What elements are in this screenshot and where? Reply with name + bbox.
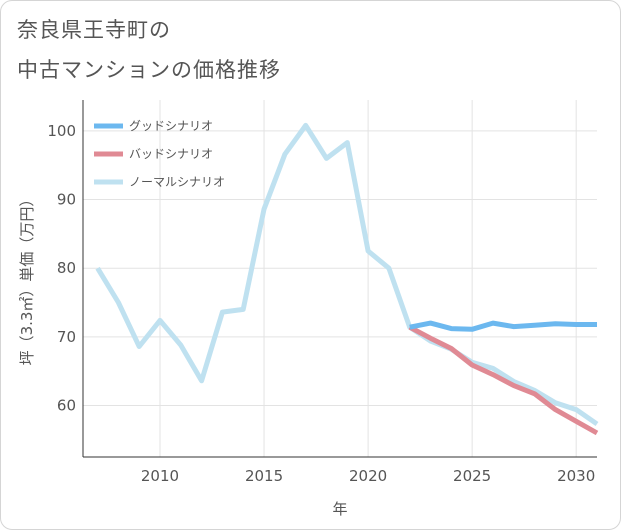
y-tick-label: 100 [47,122,76,140]
x-axis-label: 年 [332,500,347,518]
series-line-normal [95,122,599,427]
x-tick-label: 2025 [453,467,491,485]
series-line-bad [408,324,599,436]
y-tick-label: 90 [57,191,76,209]
y-tick-label: 80 [57,259,76,277]
x-tick-label: 2030 [557,467,595,485]
legend-label-bad: バッドシナリオ [129,147,213,161]
x-tick-label: 2020 [349,467,387,485]
grid [83,100,597,457]
legend-label-normal: ノーマルシナリオ [129,175,225,189]
y-tick-label: 70 [57,328,76,346]
chart-title-line-2: 中古マンションの価格推移 [17,58,281,82]
x-tick-label: 2015 [245,467,283,485]
x-tick-label: 2010 [141,467,179,485]
y-tick-labels: 60 70 80 90 100 [47,122,76,415]
series-line-good [409,320,597,332]
axes [82,100,597,458]
legend-label-good: グッドシナリオ [129,119,213,133]
y-axis-label: 坪（3.3㎡）単価（万円） [18,192,36,366]
chart-title-line-1: 奈良県王寺町の [17,18,171,42]
y-tick-label: 60 [57,397,76,415]
x-tick-labels: 2010 2015 2020 2025 2030 [141,467,595,485]
series [95,122,599,436]
